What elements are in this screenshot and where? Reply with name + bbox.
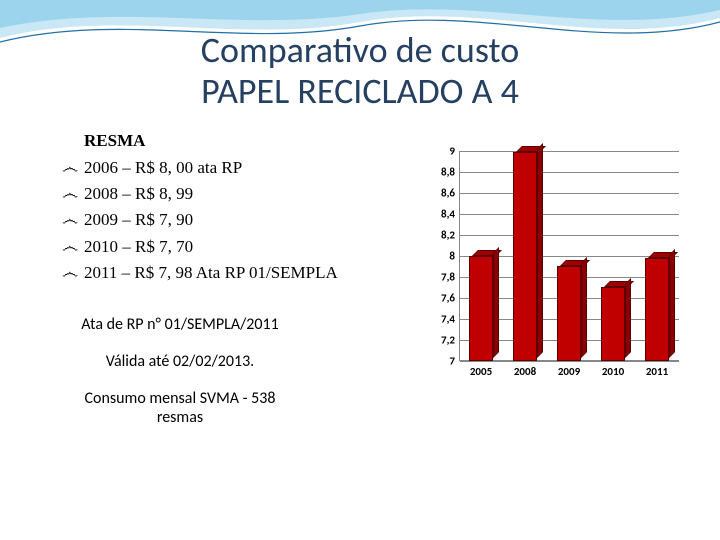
chart-y-label: 7 (449, 354, 455, 367)
chart-bar-side (493, 247, 499, 358)
subheading-resma: RESMA (84, 131, 415, 151)
slide-title: Comparativo de custo PAPEL RECICLADO A 4 (100, 30, 620, 113)
right-column: 7 7,2 7,4 7,6 7,8 8 8,2 8,4 8,6 8,8 9 2005 2008 2009 2… (425, 131, 687, 445)
title-line-2: PAPEL RECICLADO A 4 (201, 69, 519, 113)
footnote-consumo: Consumo mensal SVMA - 538 resmas (70, 389, 290, 427)
chart-y-label: 8,8 (441, 165, 455, 178)
title-line-1: Comparativo de custo (201, 28, 519, 72)
chart-y-label: 8,6 (441, 186, 455, 199)
chart-bar (601, 287, 625, 361)
price-list: 2006 – R$ 8, 00 ata RP 2008 – R$ 8, 99 2… (60, 155, 415, 287)
chart-y-label: 7,4 (441, 312, 455, 325)
chart-bar (469, 256, 493, 361)
chart-x-label: 2005 (470, 365, 492, 378)
chart-x-label: 2010 (602, 365, 624, 378)
chart-bars (459, 151, 679, 361)
chart-bar (645, 258, 669, 361)
chart-bar (513, 152, 537, 361)
chart-y-label: 7,6 (441, 291, 455, 304)
chart-bar-front (513, 152, 537, 361)
slide-content: Comparativo de custo PAPEL RECICLADO A 4… (0, 0, 720, 465)
list-item: 2010 – R$ 7, 70 (60, 234, 415, 260)
chart-x-label: 2009 (558, 365, 580, 378)
chart-y-label: 8,2 (441, 228, 455, 241)
chart-bar (557, 266, 581, 361)
chart-x-label: 2011 (646, 365, 668, 378)
list-item: 2006 – R$ 8, 00 ata RP (60, 155, 415, 181)
footnote-valida: Válida até 02/02/2013. (70, 352, 290, 371)
chart-bar-front (645, 258, 669, 361)
chart-bar-side (581, 257, 587, 358)
chart-bar-front (557, 266, 581, 361)
price-bar-chart: 77,27,47,67,888,28,48,68,892005200820092… (425, 151, 687, 389)
list-item: 2009 – R$ 7, 90 (60, 207, 415, 233)
chart-y-label: 7,2 (441, 333, 455, 346)
footnote-ata: Ata de RP n° 01/SEMPLA/2011 (70, 315, 290, 334)
chart-bar-front (469, 256, 493, 361)
chart-y-label: 8,4 (441, 207, 455, 220)
chart-x-label: 2008 (514, 365, 536, 378)
left-column: RESMA 2006 – R$ 8, 00 ata RP 2008 – R$ 8… (60, 131, 415, 445)
chart-gridline (460, 361, 679, 362)
chart-y-label: 7,8 (441, 270, 455, 283)
list-item: 2008 – R$ 8, 99 (60, 181, 415, 207)
chart-y-label: 9 (449, 144, 455, 157)
chart-bar-side (625, 278, 631, 358)
chart-y-label: 8 (449, 249, 455, 262)
list-item: 2011 – R$ 7, 98 Ata RP 01/SEMPLA (60, 260, 415, 286)
chart-bar-side (537, 143, 543, 358)
chart-bar-side (669, 249, 675, 358)
content-row: RESMA 2006 – R$ 8, 00 ata RP 2008 – R$ 8… (60, 131, 660, 445)
chart-bar-front (601, 287, 625, 361)
